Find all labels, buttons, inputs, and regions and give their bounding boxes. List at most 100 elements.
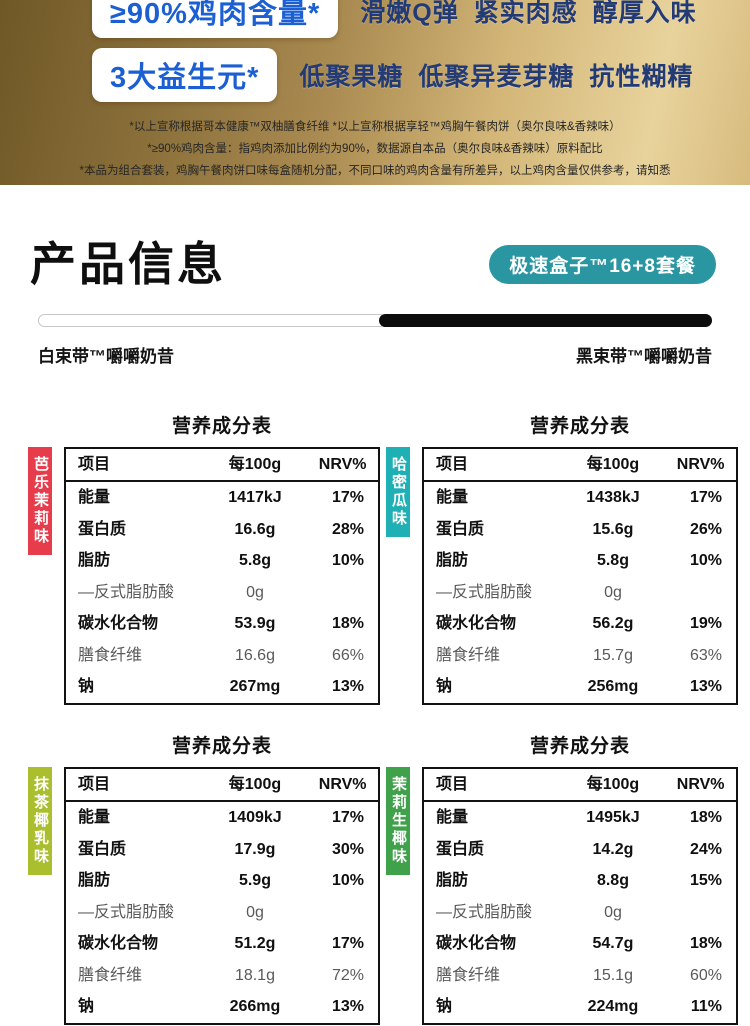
column-header: 每100g [586,455,640,473]
cell: 15.7g [592,646,633,664]
section-header: 产品信息 极速盒子™16+8套餐 [0,239,750,290]
cell: 19% [689,615,722,633]
column-header: 项目 [78,455,111,473]
table-wrap: 项目 每100g NRV% 能量 1409kJ 17% 蛋白质 17.9g 30% 脂肪 5.9g… [64,766,380,1025]
cell: 13% [689,678,722,696]
flavor-label: 芭乐茉莉味 [28,446,52,555]
table-row: 脂肪 5.9g 10% [65,865,379,897]
table-row: 钠 266mg 13% [65,991,379,1024]
nutrition-panel-guava-jasmine: 营养成分表 芭乐茉莉味 项目 每100g NRV% 能量 1417kJ 17% 蛋白质 16… [28,411,380,705]
table-body: 芭乐茉莉味 项目 每100g NRV% 能量 1417kJ 17% 蛋白质 16.6g 28%… [28,446,380,705]
table-title: 营养成分表 [529,735,630,757]
column-header: 每100g [586,775,640,793]
cell: 蛋白质 [436,520,485,538]
cell: 碳水化合物 [436,935,517,953]
table-row: 钠 224mg 11% [423,991,737,1024]
disclaimer-line: *本品为组合套装，鸡胸午餐肉饼口味每盒随机分配，不同口味的鸡肉含量有所差异，以上… [79,165,671,177]
flavor-label: 茉莉生椰味 [386,766,410,875]
cell: 0g [604,903,622,921]
table-row: 碳水化合物 51.2g 17% [65,928,379,960]
table-row: 膳食纤维 16.6g 66% [65,640,379,672]
prebiotics-pill: 3大益生元* [92,48,278,102]
cell: 5.9g [238,872,271,890]
cell: 60% [689,966,722,984]
nutrition-table: 项目 每100g NRV% 能量 1409kJ 17% 蛋白质 17.9g 30% 脂肪 5.9g… [64,766,380,1025]
cell: 碳水化合物 [78,615,159,633]
nutrition-table: 项目 每100g NRV% 能量 1495kJ 18% 蛋白质 14.2g 24% 脂肪 8.8g… [422,766,738,1025]
header-row: 项目 每100g NRV% [65,448,379,482]
column-header: 项目 [436,775,469,793]
table-row: 蛋白质 15.6g 26% [423,514,737,546]
cell: 膳食纤维 [78,646,143,664]
cell: 18% [331,615,364,633]
cell: 蛋白质 [78,520,127,538]
table-title: 营养成分表 [171,415,272,437]
table-row: 碳水化合物 56.2g 19% [423,608,737,640]
cell: 1495kJ [586,809,640,827]
column-header: 每100g [228,775,282,793]
table-wrap: 项目 每100g NRV% 能量 1417kJ 17% 蛋白质 16.6g 28% 脂肪 5.8g… [64,446,380,705]
cell: 膳食纤维 [78,966,143,984]
nutrition-panel-matcha-coconut: 营养成分表 抹茶椰乳味 项目 每100g NRV% 能量 1409kJ 17% 蛋白质 17… [28,731,380,1025]
cell: 0g [604,583,622,601]
cell [307,897,379,929]
column-header: NRV% [676,775,725,793]
cell: 钠 [436,678,453,696]
cell: 17% [331,809,364,827]
cell: 11% [690,998,722,1016]
table-wrap: 项目 每100g NRV% 能量 1495kJ 18% 蛋白质 14.2g 24% 脂肪 8.8g… [422,766,738,1025]
cell: 膳食纤维 [436,966,501,984]
column-header: 项目 [436,455,469,473]
claims-banner: ≥90%鸡肉含量* 滑嫩Q弹 紧实肉感 醇厚入味 3大益生元* 低聚果糖 低聚异… [0,0,750,185]
cell: 17.9g [234,840,276,858]
table-title: 营养成分表 [171,735,272,757]
cell: 脂肪 [78,552,111,570]
cell: 72% [331,966,364,984]
band-labels: 白束带™嚼嚼奶昔 黑束带™嚼嚼奶昔 [0,342,750,367]
cell [307,577,379,609]
cell: 16.6g [234,520,276,538]
cell: 能量 [436,809,469,827]
cell: 30% [331,840,364,858]
nutrition-panel-jasmine-coconut: 营养成分表 茉莉生椰味 项目 每100g NRV% 能量 1495kJ 18% 蛋白质 14… [386,731,738,1025]
cell: 10% [331,872,364,890]
cell: 钠 [78,998,95,1016]
cell: 15.6g [592,520,634,538]
table-wrap: 项目 每100g NRV% 能量 1438kJ 17% 蛋白质 15.6g 26% 脂肪 5.8g… [422,446,738,705]
chicken-content-pill: ≥90%鸡肉含量* [92,0,339,38]
cell: 17% [331,489,364,507]
column-header: 项目 [78,775,111,793]
table-row: 能量 1438kJ 17% [423,481,737,514]
nutrition-table: 项目 每100g NRV% 能量 1438kJ 17% 蛋白质 15.6g 26% 脂肪 5.8g… [422,446,738,705]
cell: 脂肪 [436,552,469,570]
cell: 24% [689,840,722,858]
column-header: NRV% [318,775,367,793]
cell: 15% [689,872,722,890]
cell: —反式脂肪酸 [436,583,533,601]
cell: 256mg [587,678,639,696]
cell: 18.1g [234,966,275,984]
cell: 蛋白质 [78,840,127,858]
cell: 10% [331,552,364,570]
table-body: 茉莉生椰味 项目 每100g NRV% 能量 1495kJ 18% 蛋白质 14.2g 24%… [386,766,738,1025]
column-header: NRV% [676,455,725,473]
table-row: 钠 256mg 13% [423,671,737,704]
cell: 63% [689,646,722,664]
table-row: 能量 1495kJ 18% [423,801,737,834]
cell: 56.2g [592,615,634,633]
table-row: 膳食纤维 15.7g 63% [423,640,737,672]
cell: 8.8g [596,872,629,890]
cell: 26% [689,520,722,538]
disclaimer-block: *以上宣称根据哥本健康™双柚膳食纤维 *以上宣称根据享轻™鸡胸午餐肉饼（奥尔良味… [0,116,750,182]
cell: 53.9g [234,615,276,633]
prebiotics-desc: 低聚果糖 低聚异麦芽糖 抗性糊精 [299,63,694,91]
claim-row-chicken: ≥90%鸡肉含量* 滑嫩Q弹 紧实肉感 醇厚入味 [0,0,750,38]
disclaimer-line: *以上宣称根据哥本健康™双柚膳食纤维 *以上宣称根据享轻™鸡胸午餐肉饼（奥尔良味… [129,121,621,133]
cell: 16.6g [234,646,275,664]
cell: 能量 [436,489,469,507]
disclaimer-line: *≥90%鸡肉含量：指鸡肉添加比例约为90%，数据源自本品（奥尔良味&香辣味）原… [147,143,603,155]
nutrition-table: 项目 每100g NRV% 能量 1417kJ 17% 蛋白质 16.6g 28% 脂肪 5.8g… [64,446,380,705]
header-row: 项目 每100g NRV% [423,448,737,482]
cell: 17% [689,489,722,507]
cell: 14.2g [592,840,634,858]
